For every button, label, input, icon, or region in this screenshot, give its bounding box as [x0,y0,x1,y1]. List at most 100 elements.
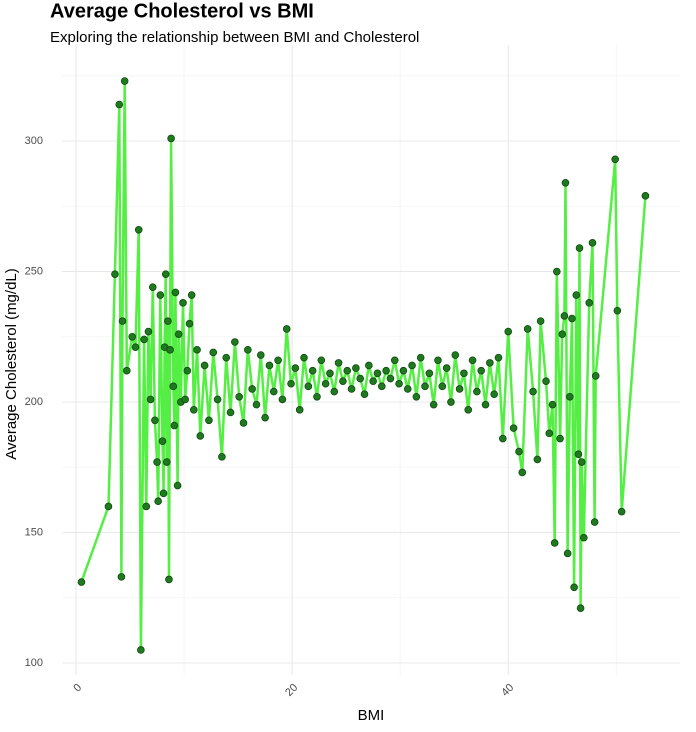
data-point [140,335,148,344]
data-point [154,497,162,505]
data-point [343,366,352,375]
data-point [261,413,269,422]
x-tick-label: 20 [283,682,300,699]
data-point [148,283,157,291]
data-point [169,382,178,391]
data-point [174,330,183,338]
data-point [451,351,460,359]
data-point [591,372,600,380]
data-point [190,406,198,414]
data-point [504,327,513,336]
data-point [200,361,209,370]
y-tick-label: 300 [25,135,43,147]
y-axis-label: Average Cholesterol (mg/dL) [3,268,20,459]
data-point [156,291,165,299]
data-point [222,353,231,362]
data-point [158,437,167,445]
data-point [590,518,599,526]
data-point [486,359,494,367]
data-point [382,366,390,375]
data-point [460,369,468,378]
data-point [179,299,187,307]
data-point [641,192,650,200]
data-point [369,377,377,385]
data-point [556,434,564,443]
data-point [300,353,308,362]
data-point [550,539,559,547]
data-point [545,429,554,438]
data-point [509,424,518,432]
data-point [244,346,252,354]
data-point [165,575,173,584]
data-point [209,348,218,357]
data-point [77,578,86,586]
data-point [588,239,597,247]
data-point [561,178,570,187]
data-point [347,385,356,393]
data-point [558,330,567,338]
data-point [308,366,317,375]
data-point [399,366,408,375]
data-point [473,387,481,396]
y-tick-label: 200 [25,396,43,408]
data-point [613,306,622,315]
data-point [205,416,213,425]
data-point [231,338,239,346]
data-point [317,356,326,365]
data-point [185,319,194,328]
chart-subtitle: Exploring the relationship between BMI a… [50,29,419,46]
data-point [159,489,168,498]
data-point [173,481,182,490]
data-point [560,312,569,320]
data-point [137,646,145,654]
data-point [330,387,339,396]
data-point [151,416,159,425]
data-point [287,379,295,388]
data-point [455,385,464,393]
data-point [239,419,248,427]
data-point [574,450,583,459]
data-point [218,453,226,461]
data-point [395,379,403,388]
data-point [577,458,586,466]
data-point [111,270,119,278]
data-point [477,366,486,375]
data-point [378,382,386,391]
data-point [278,395,287,404]
data-point [164,317,172,325]
data-point [553,267,561,276]
data-point [144,327,153,336]
data-point [494,353,503,362]
data-point [416,353,425,362]
chart-title: Average Cholesterol vs BMI [50,0,314,22]
data-point [617,507,626,516]
data-point [386,374,395,383]
data-point [252,400,261,409]
data-point [334,359,343,367]
data-point [196,432,205,440]
data-point [408,361,416,370]
data-point [352,364,360,372]
data-point [442,364,451,372]
data-point [226,408,235,417]
data-point [360,390,369,398]
data-point [274,356,282,365]
data-point [142,502,151,511]
data-point [575,244,584,252]
data-point [171,288,180,297]
data-point [356,374,364,383]
data-point [163,458,171,466]
data-point [518,468,527,477]
data-point [134,225,143,234]
data-point [499,434,507,443]
data-point [429,400,438,409]
data-point [425,369,434,378]
y-tick-label: 250 [25,265,43,277]
data-point [373,369,382,378]
data-point [403,385,412,393]
x-tick-label: 0 [71,682,84,695]
data-point [115,100,124,109]
data-point [523,325,532,333]
data-point [339,377,347,385]
